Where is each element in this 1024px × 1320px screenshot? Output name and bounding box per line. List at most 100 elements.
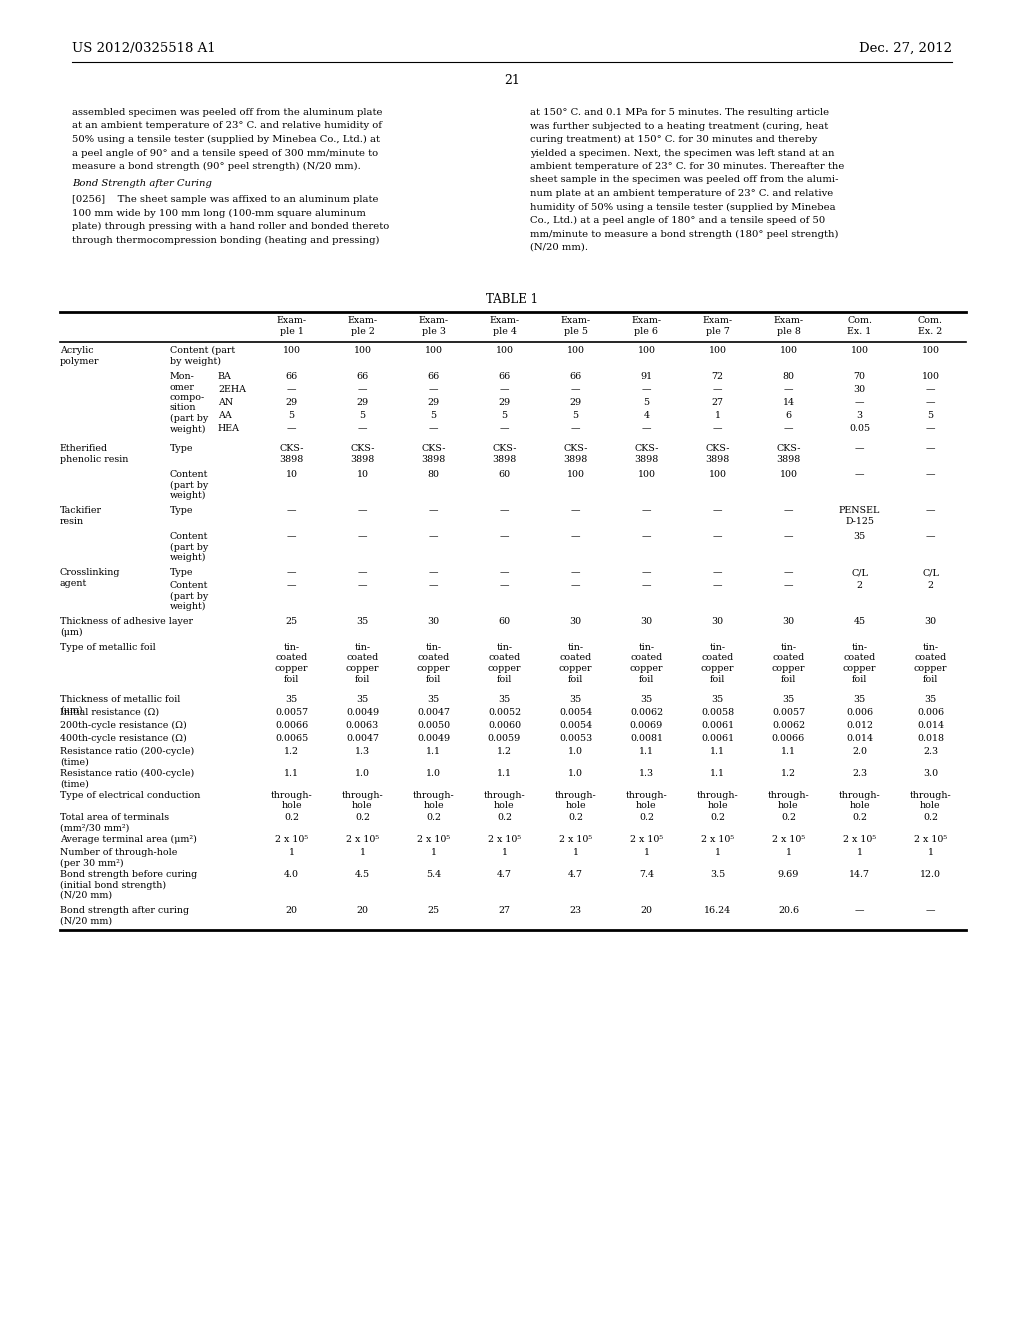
Text: 10: 10 bbox=[356, 470, 369, 479]
Text: (μm): (μm) bbox=[60, 705, 83, 714]
Text: 21: 21 bbox=[504, 74, 520, 87]
Text: 0.006: 0.006 bbox=[846, 708, 873, 717]
Text: 1.3: 1.3 bbox=[355, 747, 370, 756]
Text: —: — bbox=[783, 385, 794, 393]
Text: copper: copper bbox=[630, 664, 664, 673]
Text: 35: 35 bbox=[712, 696, 724, 704]
Text: 50% using a tensile tester (supplied by Minebea Co., Ltd.) at: 50% using a tensile tester (supplied by … bbox=[72, 135, 380, 144]
Text: through-: through- bbox=[839, 791, 881, 800]
Text: Exam-: Exam- bbox=[276, 315, 306, 325]
Text: (time): (time) bbox=[60, 758, 89, 767]
Text: hole: hole bbox=[423, 801, 443, 810]
Text: tin-: tin- bbox=[497, 643, 513, 652]
Text: 2 x 10⁵: 2 x 10⁵ bbox=[843, 836, 877, 843]
Text: 200th-cycle resistance (Ω): 200th-cycle resistance (Ω) bbox=[60, 721, 186, 730]
Text: 3898: 3898 bbox=[776, 454, 801, 463]
Text: AA: AA bbox=[218, 411, 231, 420]
Text: —: — bbox=[287, 424, 296, 433]
Text: 1.2: 1.2 bbox=[781, 770, 796, 777]
Text: hole: hole bbox=[352, 801, 373, 810]
Text: 29: 29 bbox=[427, 399, 439, 407]
Text: CKS-: CKS- bbox=[563, 444, 588, 453]
Text: 0.014: 0.014 bbox=[918, 721, 944, 730]
Text: 2 x 10⁵: 2 x 10⁵ bbox=[772, 836, 805, 843]
Text: —: — bbox=[642, 532, 651, 541]
Text: 3.5: 3.5 bbox=[710, 870, 725, 879]
Text: 0.2: 0.2 bbox=[710, 813, 725, 822]
Text: CKS-: CKS- bbox=[421, 444, 445, 453]
Text: 0.0049: 0.0049 bbox=[346, 708, 379, 717]
Text: ple 8: ple 8 bbox=[776, 326, 801, 335]
Text: 35: 35 bbox=[499, 696, 511, 704]
Text: (part by: (part by bbox=[170, 543, 208, 552]
Text: 4: 4 bbox=[643, 411, 649, 420]
Text: 1: 1 bbox=[289, 847, 295, 857]
Text: Content: Content bbox=[170, 470, 208, 479]
Text: —: — bbox=[429, 385, 438, 393]
Text: 3: 3 bbox=[856, 411, 862, 420]
Text: 0.0054: 0.0054 bbox=[559, 708, 592, 717]
Text: 1: 1 bbox=[643, 847, 649, 857]
Text: 0.0066: 0.0066 bbox=[274, 721, 308, 730]
Text: 72: 72 bbox=[712, 372, 724, 381]
Text: —: — bbox=[429, 506, 438, 515]
Text: 80: 80 bbox=[782, 372, 795, 381]
Text: 35: 35 bbox=[782, 696, 795, 704]
Text: 16.24: 16.24 bbox=[703, 906, 731, 915]
Text: —: — bbox=[287, 506, 296, 515]
Text: 3.0: 3.0 bbox=[923, 770, 938, 777]
Text: coated: coated bbox=[346, 653, 379, 663]
Text: 1.2: 1.2 bbox=[497, 747, 512, 756]
Text: Exam-: Exam- bbox=[560, 315, 591, 325]
Text: —: — bbox=[570, 385, 581, 393]
Text: 27: 27 bbox=[499, 906, 511, 915]
Text: D-125: D-125 bbox=[845, 516, 874, 525]
Text: 3898: 3898 bbox=[421, 454, 445, 463]
Text: sition: sition bbox=[170, 404, 197, 412]
Text: humidity of 50% using a tensile tester (supplied by Minebea: humidity of 50% using a tensile tester (… bbox=[530, 202, 836, 211]
Text: —: — bbox=[570, 568, 581, 577]
Text: 0.0057: 0.0057 bbox=[772, 708, 805, 717]
Text: 0.0050: 0.0050 bbox=[417, 721, 451, 730]
Text: foil: foil bbox=[426, 675, 441, 684]
Text: 0.018: 0.018 bbox=[918, 734, 944, 743]
Text: copper: copper bbox=[772, 664, 805, 673]
Text: Exam-: Exam- bbox=[632, 315, 662, 325]
Text: 0.2: 0.2 bbox=[497, 813, 512, 822]
Text: hole: hole bbox=[495, 801, 515, 810]
Text: 100: 100 bbox=[709, 346, 726, 355]
Text: —: — bbox=[642, 424, 651, 433]
Text: 29: 29 bbox=[569, 399, 582, 407]
Text: 1.0: 1.0 bbox=[568, 747, 583, 756]
Text: Bond strength before curing: Bond strength before curing bbox=[60, 870, 198, 879]
Text: 5: 5 bbox=[289, 411, 295, 420]
Text: 10: 10 bbox=[286, 470, 298, 479]
Text: 1: 1 bbox=[928, 847, 934, 857]
Text: hole: hole bbox=[849, 801, 869, 810]
Text: Bond strength after curing: Bond strength after curing bbox=[60, 906, 189, 915]
Text: (initial bond strength): (initial bond strength) bbox=[60, 880, 166, 890]
Text: coated: coated bbox=[844, 653, 876, 663]
Text: hole: hole bbox=[708, 801, 728, 810]
Text: —: — bbox=[713, 424, 722, 433]
Text: —: — bbox=[642, 568, 651, 577]
Text: 2 x 10⁵: 2 x 10⁵ bbox=[488, 836, 521, 843]
Text: 0.0059: 0.0059 bbox=[487, 734, 521, 743]
Text: 66: 66 bbox=[499, 372, 511, 381]
Text: Exam-: Exam- bbox=[347, 315, 378, 325]
Text: 100: 100 bbox=[779, 470, 798, 479]
Text: —: — bbox=[500, 532, 509, 541]
Text: through-: through- bbox=[342, 791, 383, 800]
Text: 5: 5 bbox=[643, 399, 649, 407]
Text: 0.0069: 0.0069 bbox=[630, 721, 664, 730]
Text: coated: coated bbox=[772, 653, 805, 663]
Text: 5: 5 bbox=[430, 411, 436, 420]
Text: Content: Content bbox=[170, 532, 208, 541]
Text: foil: foil bbox=[781, 675, 797, 684]
Text: Ex. 2: Ex. 2 bbox=[919, 326, 943, 335]
Text: Tackifier: Tackifier bbox=[60, 506, 102, 515]
Text: 1.1: 1.1 bbox=[497, 770, 512, 777]
Text: —: — bbox=[926, 444, 935, 453]
Text: ple 3: ple 3 bbox=[422, 326, 445, 335]
Text: —: — bbox=[855, 906, 864, 915]
